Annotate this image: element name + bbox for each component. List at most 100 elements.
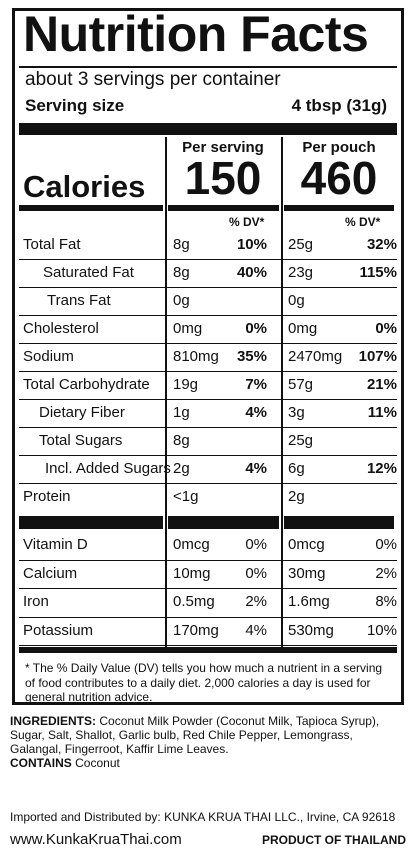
nutrient-label: Cholesterol (23, 320, 99, 337)
amount-per-serving: 8g (173, 432, 190, 449)
row-divider (19, 343, 397, 344)
dv-header-serving: % DV* (229, 215, 265, 229)
dv-per-pouch: 2% (375, 564, 397, 582)
row-divider (19, 287, 397, 288)
panel-title: Nutrition Facts (23, 6, 369, 62)
dv-per-pouch: 115% (359, 264, 397, 281)
nutrient-label: Total Fat (23, 236, 81, 253)
amount-per-pouch: 30mg (288, 564, 326, 582)
amount-per-serving: 810mg (173, 348, 219, 365)
amount-per-serving: 0.5mg (173, 593, 215, 610)
calories-label: Calories (23, 169, 146, 204)
dv-header-pouch: % DV* (345, 215, 381, 229)
row-divider (19, 645, 397, 646)
nutrition-facts-panel: Nutrition Facts about 3 servings per con… (12, 6, 404, 705)
dv-per-pouch: 12% (366, 460, 397, 477)
amount-per-serving: 0g (173, 292, 190, 309)
dv-per-serving: 0% (245, 320, 267, 337)
amount-per-serving: <1g (173, 488, 199, 505)
serving-size-label: Serving size (25, 96, 125, 115)
dv-per-pouch: 107% (358, 348, 397, 365)
dv-per-pouch: 21% (366, 376, 397, 393)
amount-per-serving: 10mg (173, 564, 211, 582)
column-divider-2 (281, 137, 283, 649)
nutrient-label: Trans Fat (47, 292, 111, 309)
contains-label: CONTAINS (10, 756, 72, 770)
servings-per-container: about 3 servings per container (25, 69, 281, 90)
amount-per-serving: 1g (173, 404, 190, 421)
row-divider (19, 427, 397, 428)
row-divider (19, 399, 397, 400)
row-divider (19, 483, 397, 484)
dv-per-pouch: 32% (366, 236, 397, 253)
per-serving-header: Per serving (182, 139, 264, 156)
importer-line: Imported and Distributed by: KUNKA KRUA … (10, 810, 396, 824)
amount-per-pouch: 2470mg (288, 348, 343, 365)
title-rule (19, 66, 397, 68)
amount-per-serving: 0mcg (173, 536, 210, 553)
thick-rule-bottom (19, 647, 397, 653)
amount-per-serving: 170mg (173, 621, 219, 639)
column-divider-1 (165, 137, 167, 649)
amount-per-pouch: 57g (288, 376, 314, 393)
nutrient-label: Potassium (23, 621, 94, 639)
dv-per-serving: 4% (245, 621, 267, 639)
nutrient-label: Vitamin D (23, 536, 88, 553)
row-divider (19, 259, 397, 260)
amount-per-serving: 0mg (173, 320, 203, 337)
nutrient-label: Saturated Fat (43, 264, 134, 281)
amount-per-pouch: 3g (288, 404, 305, 421)
dv-per-serving: 0% (245, 564, 267, 582)
per-pouch-header: Per pouch (302, 139, 376, 156)
country-of-origin: PRODUCT OF THAILAND (262, 833, 406, 847)
amount-per-pouch: 25g (288, 236, 314, 253)
nutrient-label: Sodium (23, 348, 74, 365)
amount-per-pouch: 1.6mg (288, 593, 330, 610)
calories-per-serving: 150 (184, 152, 262, 204)
amount-per-pouch: 2g (288, 488, 305, 505)
amount-per-serving: 8g (173, 264, 190, 281)
dv-per-pouch: 10% (366, 621, 397, 639)
nutrient-label: Total Sugars (39, 432, 123, 449)
website-link[interactable]: www.KunkaKruaThai.com (10, 831, 182, 848)
dv-per-serving: 4% (245, 404, 267, 421)
dv-per-pouch: 8% (375, 593, 397, 610)
nutrient-label: Protein (23, 488, 71, 505)
nutrient-label: Iron (23, 593, 49, 610)
row-divider (19, 455, 397, 456)
amount-per-pouch: 0mcg (288, 536, 325, 553)
calories-per-pouch: 460 (300, 152, 378, 204)
thick-rule-vitamins-3 (284, 516, 394, 529)
amount-per-pouch: 0mg (288, 320, 318, 337)
amount-per-pouch: 530mg (288, 621, 334, 639)
dv-per-serving: 10% (236, 236, 267, 253)
dv-per-serving: 35% (236, 348, 267, 365)
amount-per-pouch: 23g (288, 264, 314, 281)
thick-rule-top (19, 123, 397, 135)
nutrient-label: Calcium (23, 564, 78, 582)
amount-per-serving: 2g (173, 460, 190, 477)
serving-size-value: 4 tbsp (31g) (291, 96, 387, 115)
dv-per-serving: 2% (245, 593, 267, 610)
ingredients-block: INGREDIENTS: Coconut Milk Powder (Coconu… (10, 714, 406, 770)
thick-rule-vitamins-1 (19, 516, 163, 529)
amount-per-pouch: 25g (288, 432, 314, 449)
daily-value-footnote: * The % Daily Value (DV) tells you how m… (25, 661, 383, 704)
dv-per-pouch: 11% (367, 404, 397, 421)
dv-per-serving: 4% (245, 460, 267, 477)
row-divider (19, 371, 397, 372)
amount-per-pouch: 6g (288, 460, 305, 477)
dv-per-pouch: 0% (375, 320, 397, 337)
ingredients-label: INGREDIENTS: (10, 714, 97, 728)
nutrient-label: Dietary Fiber (39, 404, 125, 421)
dv-per-serving: 0% (245, 536, 267, 553)
nutrient-label: Incl. Added Sugars (45, 460, 171, 477)
nutrient-label: Total Carbohydrate (23, 376, 150, 393)
row-divider (19, 559, 397, 561)
dv-per-serving: 40% (236, 264, 267, 281)
contains-text: Coconut (75, 756, 120, 770)
row-divider (19, 588, 397, 589)
row-divider (19, 616, 397, 618)
row-divider (19, 315, 397, 316)
amount-per-pouch: 0g (288, 292, 305, 309)
